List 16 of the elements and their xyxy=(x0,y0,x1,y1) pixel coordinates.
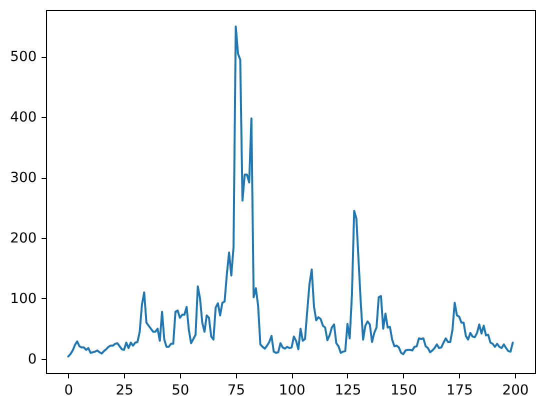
y-tick-label: 400 xyxy=(10,110,37,126)
y-tick-label: 200 xyxy=(10,230,37,247)
x-tick-label: 100 xyxy=(278,382,306,398)
y-tick-label: 100 xyxy=(10,290,37,307)
x-tick-label: 150 xyxy=(390,382,418,398)
x-tick-label: 0 xyxy=(64,382,74,398)
y-tick-label: 300 xyxy=(10,170,37,186)
x-tick-label: 175 xyxy=(446,382,473,398)
x-tick-label: 125 xyxy=(334,382,362,398)
x-tick-label: 25 xyxy=(116,382,134,398)
y-tick-label: 0 xyxy=(28,351,37,368)
line-series xyxy=(67,26,514,358)
x-tick-label: 75 xyxy=(227,382,246,398)
x-tick-label: 50 xyxy=(172,382,190,398)
y-tick-label: 500 xyxy=(10,49,37,66)
x-tick-label: 200 xyxy=(502,382,529,398)
